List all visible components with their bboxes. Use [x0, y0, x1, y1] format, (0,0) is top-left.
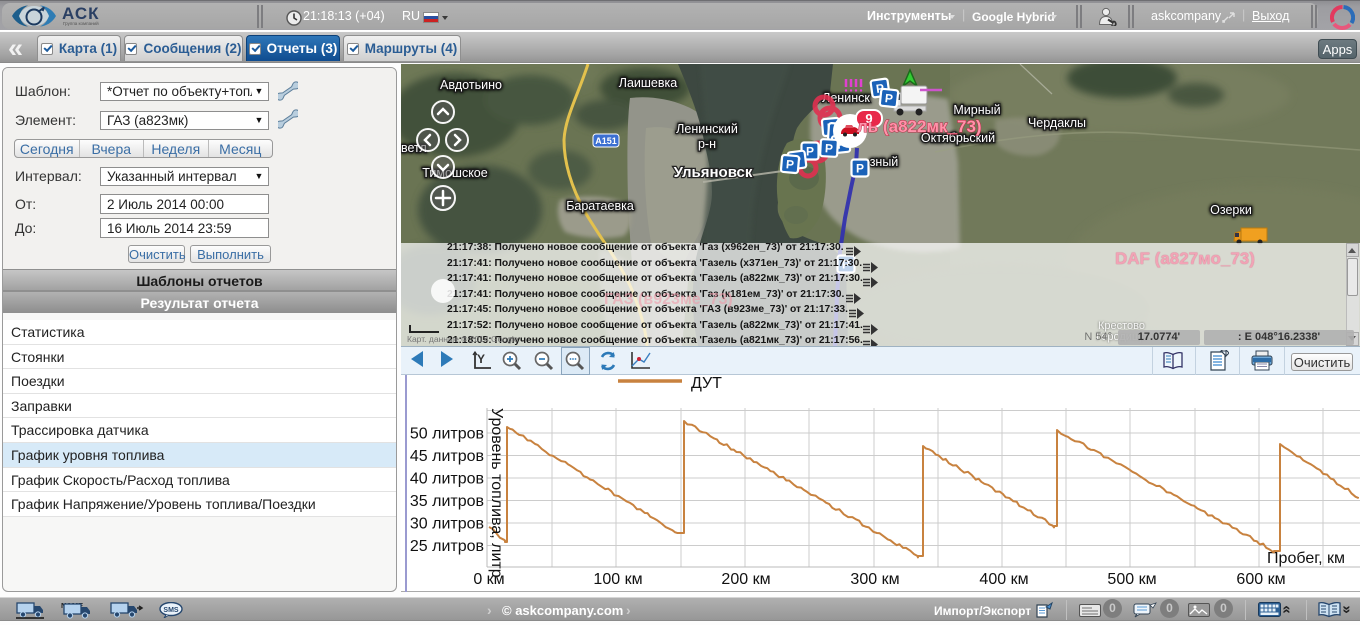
svg-text:400 км: 400 км — [979, 571, 1028, 588]
svg-text:Р: Р — [806, 145, 814, 159]
svg-text:А151: А151 — [595, 136, 617, 146]
svg-text:600 км: 600 км — [1236, 571, 1285, 588]
svg-text:0 км: 0 км — [473, 571, 504, 588]
svg-text:ль (а822мк_73): ль (а822мк_73) — [857, 117, 982, 136]
svg-text:Р: Р — [825, 141, 834, 155]
svg-text:200 км: 200 км — [721, 571, 770, 588]
svg-text:Октябрьский: Октябрьский — [921, 131, 995, 145]
svg-text:9: 9 — [865, 111, 872, 126]
svg-text:100 км: 100 км — [593, 571, 642, 588]
svg-text:500 км: 500 км — [1107, 571, 1156, 588]
svg-text:Y: Y — [477, 352, 485, 366]
svg-text:25 литров: 25 литров — [410, 538, 484, 555]
svg-text:Ульяновск: Ульяновск — [674, 164, 753, 181]
svg-text:Ленинский: Ленинский — [676, 122, 738, 136]
svg-text:Р: Р — [785, 157, 794, 172]
svg-text:30 литров: 30 литров — [410, 516, 484, 533]
svg-text:Р: Р — [884, 91, 893, 106]
svg-text:Баратаевка: Баратаевка — [566, 199, 634, 213]
svg-text:Лаишевка: Лаишевка — [619, 76, 678, 90]
svg-text:Авдотьино: Авдотьино — [440, 78, 502, 92]
svg-text:300 км: 300 км — [850, 571, 899, 588]
svg-text:50 литров: 50 литров — [410, 426, 484, 443]
svg-text:Пробег, км: Пробег, км — [1267, 550, 1345, 567]
svg-text:Р: Р — [856, 162, 864, 176]
svg-text:Р: Р — [875, 81, 885, 96]
svg-text:ДУТ: ДУТ — [691, 375, 722, 392]
svg-text:зный: зный — [870, 155, 899, 169]
svg-text:45 литров: 45 литров — [410, 448, 484, 465]
svg-text:40 литров: 40 литров — [410, 471, 484, 488]
svg-text:Мирный: Мирный — [953, 103, 1000, 117]
svg-text:Озерки: Озерки — [1210, 203, 1252, 217]
svg-text:35 литров: 35 литров — [410, 493, 484, 510]
svg-text:Чердаклы: Чердаклы — [1028, 116, 1086, 130]
svg-text:р-н: р-н — [698, 137, 716, 151]
svg-text:SMS: SMS — [163, 607, 179, 614]
